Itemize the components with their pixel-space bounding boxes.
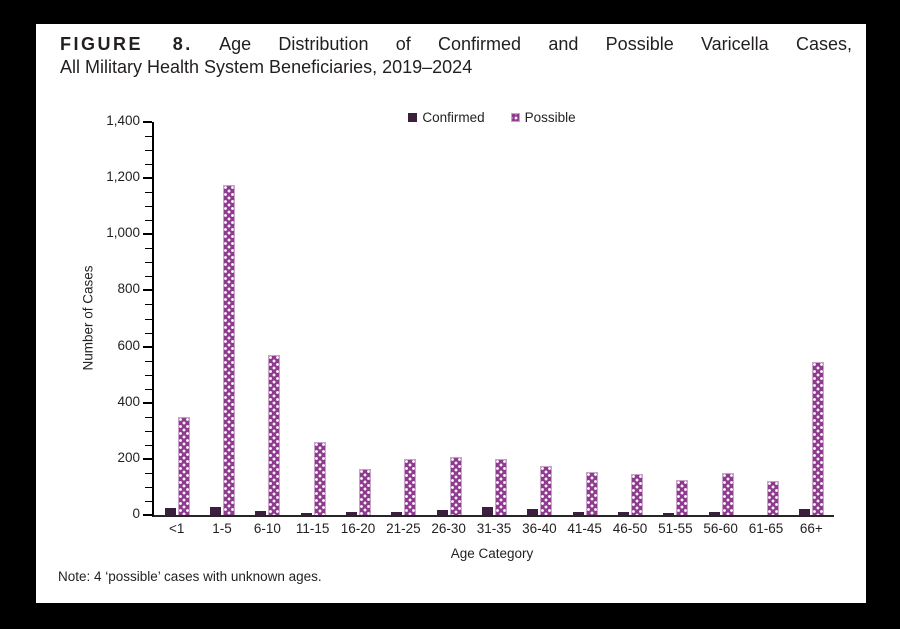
y-major-tick [143, 401, 152, 404]
figure-title: FIGURE 8. Age Distribution of Confirmed … [60, 33, 852, 79]
x-tick-label: 26-30 [431, 521, 466, 536]
y-minor-tick [145, 318, 152, 320]
bar-possible-36-40 [540, 465, 553, 515]
y-minor-tick [145, 262, 152, 264]
bar-confirmed-46-50 [618, 512, 629, 515]
bar-confirmed-26-30 [436, 509, 448, 515]
x-tick-label: 41-45 [567, 521, 602, 536]
x-tick-label: 56-60 [703, 521, 738, 536]
y-tick-label: 1,000 [106, 225, 140, 241]
bar-confirmed-66+ [799, 509, 811, 515]
y-tick-label: 1,200 [106, 169, 140, 185]
y-minor-tick [145, 416, 152, 418]
y-minor-tick [145, 206, 152, 208]
y-tick-label: 1,400 [106, 113, 140, 128]
x-tick-label: 16-20 [340, 521, 376, 536]
y-tick-label: 800 [117, 281, 140, 297]
y-tick-label: 200 [117, 449, 140, 465]
x-tick-label: 51-55 [658, 521, 693, 536]
bar-chart: Confirmed Possible Number of Cases 0 200 40… [36, 24, 866, 603]
figure-title-line2: All Military Health System Beneficiaries… [60, 57, 473, 77]
x-tick-label: 11-15 [295, 521, 330, 536]
bar-confirmed-31-35 [482, 506, 493, 515]
y-minor-tick [145, 374, 152, 376]
bar-confirmed-6-10 [255, 510, 267, 515]
legend-label: Possible [524, 110, 576, 125]
legend-item-possible: Possible [510, 110, 576, 125]
bar-possible-6-10 [268, 355, 281, 515]
figure-title-text: Age Distribution of Confirmed and Possib… [219, 34, 852, 54]
y-minor-tick [145, 472, 152, 474]
bar-confirmed-41-45 [572, 511, 584, 515]
bar-possible-56-60 [721, 472, 734, 515]
y-minor-tick [145, 304, 152, 306]
confirmed-legend-marker [408, 113, 418, 122]
y-minor-tick [145, 248, 152, 250]
x-axis-title: Age Category [450, 546, 534, 561]
x-tick-label: 21-25 [386, 521, 421, 536]
y-minor-tick [145, 150, 152, 152]
y-minor-tick [145, 486, 152, 488]
y-major-tick [143, 177, 152, 180]
y-tick-label: 400 [117, 393, 140, 409]
legend-item-confirmed: Confirmed [408, 110, 485, 125]
bar-confirmed-36-40 [527, 508, 539, 515]
bar-possible-61-65 [767, 481, 779, 515]
x-tick-label: 6-10 [253, 521, 281, 536]
figure-note: Note: 4 ‘possible’ cases with unknown ag… [58, 569, 322, 584]
y-minor-tick [145, 136, 152, 138]
y-tick-label: 0 [132, 506, 140, 521]
chart-legend: Confirmed Possible [152, 110, 832, 125]
y-major-tick [143, 514, 152, 516]
y-major-tick [143, 345, 152, 348]
x-tick-label: 31-35 [476, 521, 512, 536]
bar-possible-<1 [177, 416, 190, 515]
y-minor-tick [145, 192, 152, 194]
bar-confirmed-51-55 [663, 513, 675, 515]
y-minor-tick [145, 220, 152, 222]
bar-possible-21-25 [404, 458, 417, 515]
y-major-tick [143, 233, 152, 236]
bar-confirmed-21-25 [391, 511, 403, 515]
x-tick-label: 1-5 [212, 521, 232, 536]
y-minor-tick [145, 444, 152, 446]
x-tick-label: 46-50 [612, 521, 648, 536]
bar-confirmed-56-60 [708, 512, 720, 515]
figure-panel: FIGURE 8. Age Distribution of Confirmed … [36, 24, 866, 603]
x-tick-label: 61-65 [748, 521, 784, 536]
bar-possible-41-45 [585, 471, 598, 515]
x-tick-label: 66+ [799, 521, 823, 536]
bar-confirmed-<1 [164, 507, 176, 515]
y-major-tick [143, 289, 152, 292]
y-minor-tick [145, 430, 152, 432]
bar-possible-1-5 [223, 185, 235, 515]
y-minor-tick [145, 360, 152, 362]
y-minor-tick [145, 332, 152, 334]
bar-possible-16-20 [359, 468, 371, 515]
bar-confirmed-1-5 [210, 506, 221, 515]
bar-confirmed-11-15 [300, 512, 312, 515]
y-minor-tick [145, 164, 152, 166]
y-minor-tick [145, 500, 152, 502]
bar-possible-11-15 [313, 442, 326, 515]
plot-area: 0 200 400 600 800 1,000 1,200 1,400 <1 1-5 6-10 11-… [106, 113, 834, 536]
y-minor-tick [145, 388, 152, 390]
bar-possible-66+ [812, 362, 825, 515]
y-minor-tick [145, 276, 152, 278]
y-tick-label: 600 [117, 337, 140, 353]
bar-possible-46-50 [631, 474, 643, 515]
bar-possible-26-30 [449, 457, 462, 515]
possible-legend-marker [510, 113, 520, 122]
x-tick-label: <1 [168, 521, 185, 536]
legend-label: Confirmed [422, 110, 485, 125]
y-major-tick [143, 457, 152, 460]
x-tick-label: 36-40 [522, 521, 557, 536]
figure-number-label: FIGURE 8. [60, 34, 193, 54]
bar-confirmed-16-20 [346, 512, 357, 515]
bar-possible-31-35 [495, 458, 507, 515]
y-major-tick [143, 121, 152, 123]
figure-title-line1: FIGURE 8. Age Distribution of Confirmed … [60, 33, 852, 56]
bar-possible-51-55 [676, 479, 689, 515]
